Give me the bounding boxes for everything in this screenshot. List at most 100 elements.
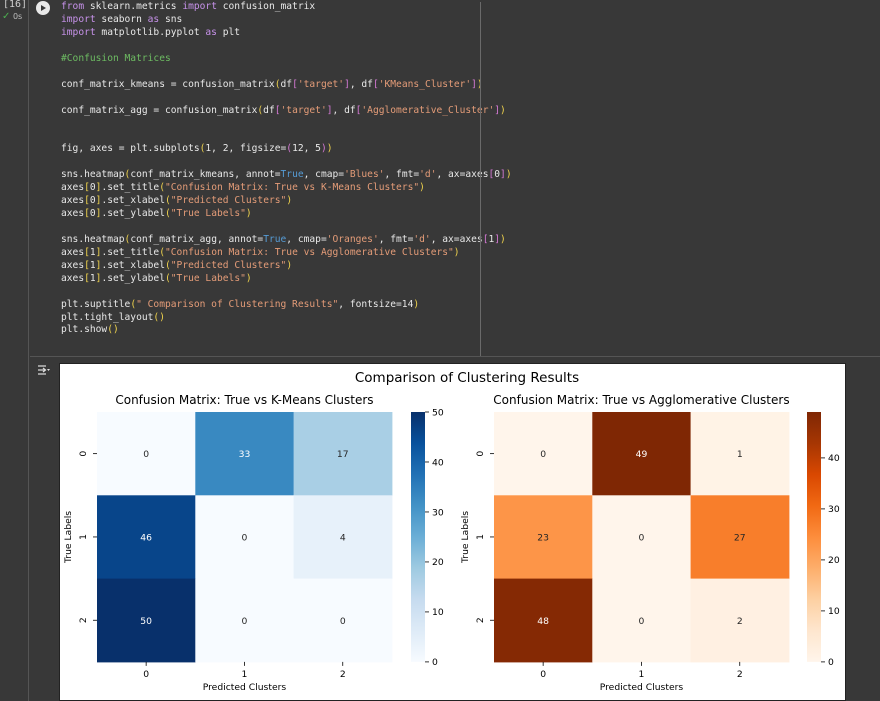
code-token: "Predicted Clusters" [170,195,287,207]
colorbar-tick-label: 40 [432,457,444,468]
y-axis-label: True Labels [63,511,74,564]
colorbar-tick-label: 10 [432,607,444,618]
code-line: sns.heatmap(conf_matrix_agg, annot=True,… [61,234,512,247]
code-token: .set_xlabel [101,195,165,207]
heatmap-cell [195,495,295,580]
code-token: True [280,169,304,181]
code-line: axes[0].set_xlabel("Predicted Clusters") [61,195,512,208]
code-token: ] [326,104,333,116]
cell-annotation: 23 [537,532,549,543]
colorbar-tick-label: 40 [828,453,840,464]
cell-annotation: 17 [337,449,349,460]
play-circle-icon[interactable] [36,1,50,15]
figure-suptitle: Comparison of Clustering Results [355,370,579,386]
code-token: ] [500,169,506,181]
code-token: axes [61,182,85,194]
code-token: , ax=axes [430,233,483,245]
code-token: [ [84,246,90,258]
code-line [61,156,512,169]
code-token: ( [124,169,131,181]
y-tick-label: 1 [78,534,89,540]
cell-annotation: 50 [140,616,152,627]
code-token: ( [257,104,264,116]
code-token: ] [95,272,102,284]
code-token: True [263,233,287,245]
code-token: sns.heatmap [61,233,125,245]
code-token: 1 [89,259,96,271]
cell-annotation: 0 [639,616,645,627]
x-tick-label: 2 [737,669,743,680]
code-token: sklearn.metrics [84,1,183,12]
code-token: "True Labels" [170,208,246,219]
code-token: [ [84,208,90,219]
code-line [61,66,512,79]
code-token: 'target' [280,104,327,116]
code-token: 1 [89,272,96,284]
code-token: 'KMeans_Cluster' [378,78,472,90]
code-token: , fontsize=14 [338,298,414,310]
code-token: sns.heatmap [61,169,125,181]
colorbar-tick-label: 0 [432,657,438,668]
code-line [61,92,512,105]
cell-annotation: 0 [242,616,248,627]
code-token: ( [165,272,171,284]
colorbar-gradient [807,412,821,662]
heatmap-cell [592,412,692,496]
heatmap-cell [97,412,196,496]
heatmap-title: Confusion Matrix: True vs Agglomerative … [493,393,789,407]
colorbar-tick-label: 50 [432,407,444,418]
code-line: conf_matrix_agg = confusion_matrix(df['t… [61,105,512,118]
code-token: import [182,1,217,12]
code-token: ( [199,143,206,155]
code-token: ] [494,233,501,245]
code-token: ] [95,182,102,194]
code-token: [ [488,169,495,181]
colorbar-tick-label: 20 [432,557,444,568]
code-token: 1 [488,233,495,245]
code-token: 0 [89,182,96,194]
cell-annotation: 1 [737,449,743,460]
code-token: ] [95,246,102,258]
y-tick-label: 2 [475,617,486,623]
code-line: axes[1].set_title("Confusion Matrix: Tru… [61,247,512,260]
code-token: plt.tight_layout [61,311,154,323]
code-token: "Confusion Matrix: True vs K-Means Clust… [165,182,420,194]
code-token: axes [61,246,85,258]
code-token: ) [245,208,252,219]
cell-separator [30,356,880,357]
code-token: ( [159,182,165,194]
code-token: ) [245,272,252,284]
heatmap-panel-0: Confusion Matrix: True vs K-Means Cluste… [63,393,444,693]
colorbar-tick-label: 20 [828,555,840,566]
code-token: ] [95,208,102,219]
code-token: import [61,13,96,25]
code-token: .set_title [101,246,160,258]
figure-output: Comparison of Clustering Results Confusi… [59,363,846,701]
code-token: , cmap= [303,169,345,181]
code-token: ) [320,143,327,155]
code-token: [ [372,78,379,90]
code-token: , ax=axes [436,169,489,181]
heatmap-cell [195,412,295,496]
code-cell[interactable] [30,0,880,356]
code-token: axes [61,195,85,207]
cell-annotation: 27 [734,532,746,543]
x-tick-label: 0 [540,669,546,680]
code-token: ] [471,78,477,90]
heatmap-cell [293,578,393,663]
heatmap-cell [690,495,790,580]
code-editor[interactable]: from sklearn.metrics import confusion_ma… [61,1,512,337]
code-token: ] [95,259,102,271]
cell-annotation: 0 [143,449,149,460]
code-token: ) [419,182,425,194]
code-token: #Confusion Matrices [61,52,171,64]
code-token: ( [159,246,165,258]
code-token: conf_matrix_agg, annot= [130,233,264,245]
x-axis-label: Predicted Clusters [203,682,287,693]
output-toggle-icon[interactable] [37,364,51,376]
y-tick-label: 0 [78,451,89,457]
colorbar-tick-label: 0 [828,657,834,668]
code-token: ( [165,208,171,219]
code-line [61,40,512,53]
code-token: 'd' [419,169,437,181]
